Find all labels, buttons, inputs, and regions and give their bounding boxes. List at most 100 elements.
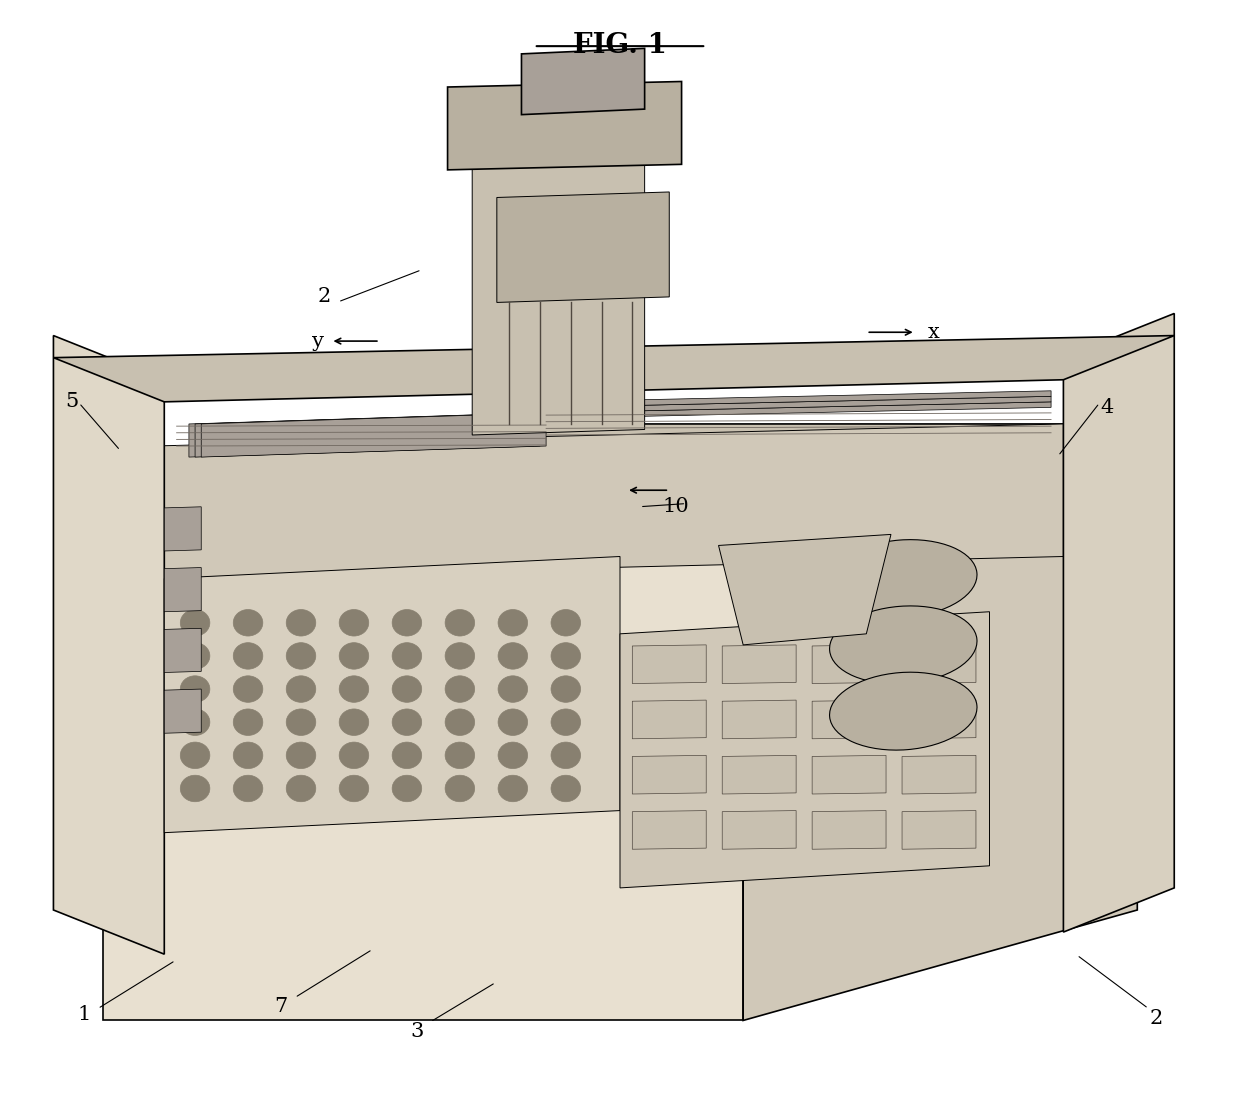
Polygon shape — [722, 810, 796, 849]
Circle shape — [498, 776, 528, 801]
Polygon shape — [53, 335, 1174, 402]
Circle shape — [286, 709, 316, 736]
Circle shape — [392, 642, 422, 669]
Polygon shape — [164, 689, 201, 733]
Circle shape — [445, 776, 475, 801]
Polygon shape — [448, 81, 682, 170]
Circle shape — [286, 610, 316, 636]
Circle shape — [286, 676, 316, 702]
Circle shape — [498, 642, 528, 669]
Circle shape — [180, 676, 210, 702]
Polygon shape — [620, 612, 990, 888]
Polygon shape — [743, 424, 1137, 1021]
Polygon shape — [1064, 314, 1174, 932]
Polygon shape — [103, 424, 1137, 534]
Circle shape — [233, 676, 263, 702]
Text: 2: 2 — [317, 287, 331, 306]
Polygon shape — [812, 810, 887, 849]
Circle shape — [340, 742, 368, 769]
Ellipse shape — [830, 605, 977, 683]
Polygon shape — [722, 756, 796, 794]
Circle shape — [286, 776, 316, 801]
Circle shape — [286, 642, 316, 669]
Polygon shape — [103, 534, 743, 1021]
Text: x: x — [929, 323, 940, 342]
Text: 5: 5 — [66, 393, 78, 412]
Circle shape — [551, 776, 580, 801]
Circle shape — [551, 610, 580, 636]
Circle shape — [498, 676, 528, 702]
Circle shape — [233, 776, 263, 801]
Circle shape — [445, 642, 475, 669]
Ellipse shape — [830, 672, 977, 750]
Polygon shape — [164, 556, 620, 833]
Polygon shape — [901, 810, 976, 849]
Polygon shape — [632, 810, 707, 849]
Circle shape — [233, 642, 263, 669]
Polygon shape — [522, 48, 645, 115]
Text: 4: 4 — [1100, 397, 1114, 417]
Text: FIG. 1: FIG. 1 — [573, 32, 667, 59]
Circle shape — [233, 709, 263, 736]
Polygon shape — [195, 413, 539, 457]
Polygon shape — [632, 700, 707, 739]
Circle shape — [392, 676, 422, 702]
Circle shape — [498, 742, 528, 769]
Polygon shape — [901, 756, 976, 794]
Polygon shape — [153, 424, 1064, 579]
Polygon shape — [53, 335, 164, 954]
Polygon shape — [164, 506, 201, 551]
Polygon shape — [546, 402, 1052, 418]
Polygon shape — [188, 413, 533, 457]
Polygon shape — [812, 756, 887, 794]
Circle shape — [180, 742, 210, 769]
Circle shape — [392, 742, 422, 769]
Circle shape — [445, 676, 475, 702]
Polygon shape — [718, 534, 892, 644]
Circle shape — [551, 642, 580, 669]
Ellipse shape — [830, 540, 977, 618]
Circle shape — [392, 776, 422, 801]
Circle shape — [445, 742, 475, 769]
Polygon shape — [632, 644, 707, 683]
Polygon shape — [632, 756, 707, 794]
Circle shape — [180, 709, 210, 736]
Text: 7: 7 — [275, 996, 288, 1015]
Circle shape — [340, 642, 368, 669]
Circle shape — [498, 709, 528, 736]
Polygon shape — [546, 391, 1052, 407]
Circle shape — [286, 742, 316, 769]
Polygon shape — [812, 700, 887, 739]
Circle shape — [392, 610, 422, 636]
Circle shape — [340, 709, 368, 736]
Circle shape — [551, 742, 580, 769]
Polygon shape — [722, 700, 796, 739]
Circle shape — [340, 676, 368, 702]
Polygon shape — [201, 413, 546, 457]
Polygon shape — [901, 700, 976, 739]
Text: y: y — [312, 332, 324, 351]
Circle shape — [551, 709, 580, 736]
Circle shape — [551, 676, 580, 702]
Circle shape — [180, 642, 210, 669]
Polygon shape — [546, 396, 1052, 413]
Circle shape — [180, 610, 210, 636]
Circle shape — [340, 776, 368, 801]
Polygon shape — [164, 629, 201, 672]
Text: 3: 3 — [410, 1022, 424, 1041]
Polygon shape — [722, 644, 796, 683]
Circle shape — [392, 709, 422, 736]
Circle shape — [498, 610, 528, 636]
Circle shape — [445, 610, 475, 636]
Text: 2: 2 — [1149, 1008, 1162, 1027]
Circle shape — [340, 610, 368, 636]
Polygon shape — [164, 568, 201, 612]
Polygon shape — [812, 644, 887, 683]
Polygon shape — [472, 115, 645, 435]
Circle shape — [233, 742, 263, 769]
Text: 1: 1 — [78, 1005, 91, 1024]
Polygon shape — [497, 191, 670, 303]
Circle shape — [233, 610, 263, 636]
Polygon shape — [901, 644, 976, 683]
Circle shape — [180, 776, 210, 801]
